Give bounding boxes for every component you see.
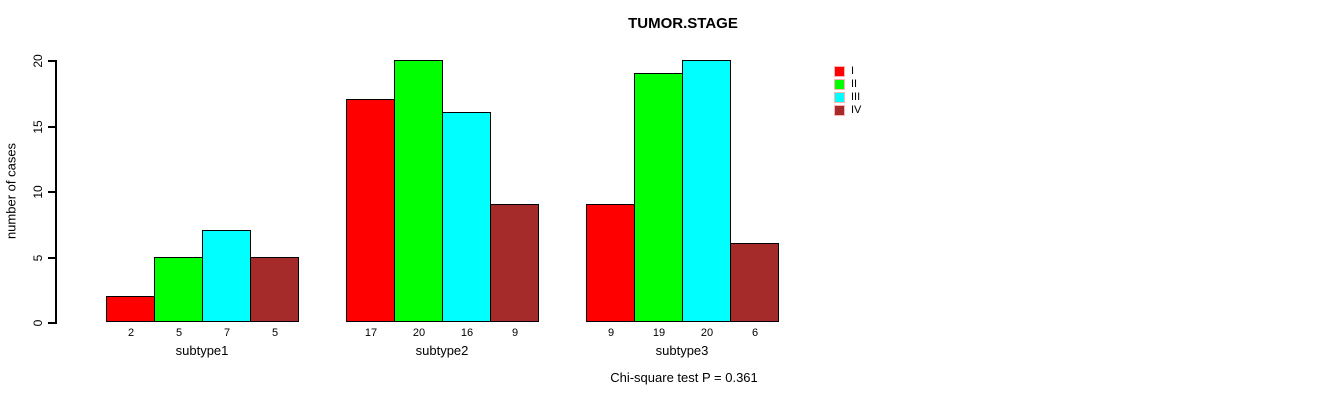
bar-subtype3-IV [730,243,779,322]
bar-subtype2-II [394,60,443,322]
bar-value-label: 9 [511,327,519,339]
bar-subtype3-I [586,204,635,322]
y-tick-label: 10 [31,185,45,199]
bar-value-label: 9 [607,327,615,339]
y-tick [48,125,55,128]
bar-value-label: 6 [751,327,759,339]
bar-subtype2-I [346,99,395,322]
y-tick [48,256,55,259]
bar-subtype2-IV [490,204,539,322]
bar-value-label: 2 [127,327,135,339]
y-tick [48,191,55,193]
legend-swatch-I [834,66,845,77]
bar-subtype1-III [202,230,251,322]
y-axis-title: number of cases [3,142,19,240]
chart-title: TUMOR.STAGE [628,15,738,32]
bar-subtype2-III [442,112,491,322]
legend-swatch-IV [834,105,845,116]
bar-value-label: 17 [364,327,378,339]
legend-label-I: I [851,65,855,77]
category-label-subtype3: subtype3 [655,343,709,358]
y-axis-line [55,60,57,324]
legend-label-III: III [851,91,861,103]
bar-value-label: 20 [412,327,426,339]
legend-label-II: II [851,78,858,90]
bar-subtype1-II [154,256,203,322]
y-tick-label: 20 [31,54,45,68]
legend-label-IV: IV [851,104,862,116]
category-label-subtype2: subtype2 [415,343,469,358]
legend-swatch-II [834,79,845,90]
chi-square-note: Chi-square test P = 0.361 [610,370,758,385]
category-label-subtype1: subtype1 [175,343,229,358]
bar-value-label: 16 [460,327,474,339]
bar-value-label: 5 [175,327,183,339]
y-tick-label: 0 [31,319,45,327]
y-tick [48,60,55,62]
y-tick-label: 5 [31,254,45,261]
y-tick [48,322,55,324]
bar-value-label: 19 [652,327,666,339]
bar-value-label: 5 [271,327,279,339]
y-tick-label: 15 [31,119,45,134]
bar-subtype3-III [682,60,731,322]
bar-subtype1-IV [250,256,299,322]
bar-subtype3-II [634,73,683,322]
bar-value-label: 7 [223,327,231,339]
bar-value-label: 20 [700,327,714,339]
legend-swatch-III [834,92,845,103]
bar-subtype1-I [106,295,155,322]
